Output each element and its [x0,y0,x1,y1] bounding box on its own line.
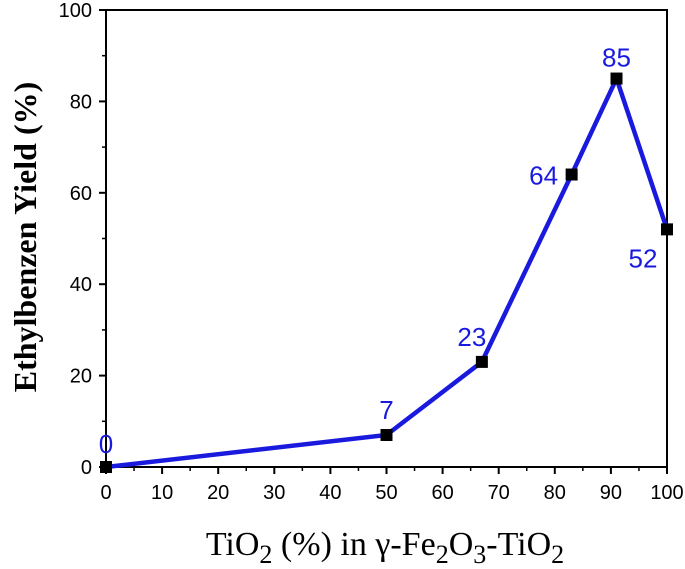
x-tick-label: 20 [207,482,229,504]
x-tick-label: 50 [375,482,397,504]
y-tick-label: 20 [70,366,92,388]
data-point [100,461,112,473]
data-label: 85 [602,43,631,73]
x-tick-label: 80 [544,482,566,504]
series-line [105,72,670,470]
data-point [661,223,673,236]
x-tick-label: 0 [100,482,111,504]
y-tick-label: 80 [70,91,92,113]
y-tick-label: 40 [70,274,92,296]
x-tick-label: 30 [263,482,285,504]
data-label: 23 [457,322,486,352]
data-point [380,429,393,442]
data-point [610,72,623,85]
y-tick-label: 60 [70,183,92,205]
data-label: 64 [529,161,558,191]
data-point [475,355,488,368]
data-label: 0 [99,429,113,459]
data-label: 52 [629,243,658,273]
y-tick-label: 100 [59,0,92,22]
x-tick-label: 100 [650,482,683,504]
x-tick-label: 10 [151,482,173,504]
x-tick-label: 60 [431,482,453,504]
y-axis-label: Ethylbenzen Yield (%) [7,82,43,393]
x-tick-label: 40 [319,482,341,504]
data-point [565,168,578,181]
plot-area: 0 10 20 30 40 50 60 70 80 90 100 0 20 40 60 80 100 0 7 23 64… [59,0,684,504]
y-tick-label: 0 [81,457,92,479]
data-label: 7 [379,395,393,425]
x-tick-label: 70 [488,482,510,504]
x-axis-label: TiO2 (%) in γ-Fe2O3-TiO2 [206,526,564,569]
x-tick-label: 90 [600,482,622,504]
